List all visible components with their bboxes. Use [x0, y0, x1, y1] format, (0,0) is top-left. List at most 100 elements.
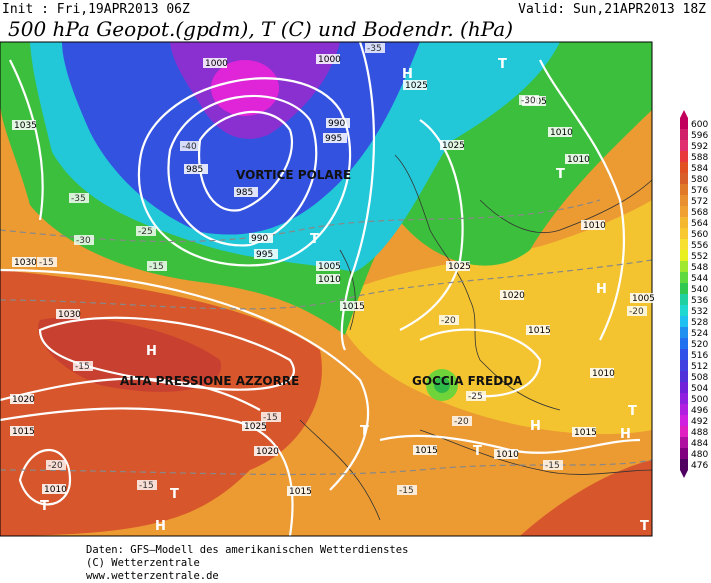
pressure-label: 985	[186, 165, 203, 175]
pressure-label-bg	[12, 120, 36, 130]
map-labels: 1000 1000 1035 995 990 985 985 990 995 1005 1010 10…	[10, 43, 655, 534]
temperature-label: -20	[48, 461, 63, 471]
cold-drop-core	[434, 377, 450, 393]
colorbar-label: 540	[691, 285, 708, 295]
colorbar-label: 528	[691, 318, 708, 328]
colorbar-label: 600	[691, 120, 708, 130]
field-dark-red	[38, 317, 222, 392]
map-frame	[0, 41, 653, 537]
pressure-label-bg	[413, 445, 437, 455]
isobar	[0, 377, 261, 411]
colorbar-label: 524	[691, 329, 708, 339]
pressure-label-bg	[630, 293, 654, 303]
valid-time: Valid: Sun,21APR2013 18Z	[518, 2, 706, 17]
pressure-label: 1010	[550, 128, 573, 138]
isobar	[167, 94, 318, 247]
pressure-label-bg	[10, 394, 34, 404]
colorbar-swatch	[680, 217, 688, 228]
colorbar-swatch	[680, 151, 688, 162]
pressure-label: 1010	[318, 275, 341, 285]
temperature-label-bg	[519, 95, 539, 105]
colorbar-label: 588	[691, 153, 708, 163]
pressure-center: H	[155, 519, 166, 534]
pressure-label: 1010	[496, 450, 519, 460]
pressure-label: 985	[236, 188, 253, 198]
isobar	[0, 407, 294, 536]
pressure-center: T	[40, 499, 49, 514]
temperature-label-bg	[180, 141, 200, 151]
colorbar-label: 560	[691, 230, 708, 240]
pressure-label-bg	[242, 421, 266, 431]
pressure-label: 1000	[205, 59, 228, 69]
temperature-label-bg	[439, 315, 459, 325]
colorbar-arrow	[680, 110, 688, 118]
pressure-center: T	[640, 519, 649, 534]
pressure-label: 1015	[415, 446, 438, 456]
pressure-label-bg	[572, 427, 596, 437]
colorbar-swatch	[680, 338, 688, 349]
annotation: ALTA PRESSIONE AZZORRE	[120, 374, 299, 388]
temperature-label: -25	[468, 392, 483, 402]
colorbar-swatch	[680, 382, 688, 393]
temperature-label: -25	[138, 227, 153, 237]
pressure-label-bg	[440, 140, 464, 150]
colorbar-label: 516	[691, 351, 708, 361]
pressure-label-bg	[565, 154, 589, 164]
pressure-label: 1015	[342, 302, 365, 312]
colorbar-swatch	[680, 129, 688, 140]
temperature-label-bg	[466, 391, 486, 401]
pressure-center: H	[596, 282, 607, 297]
colorbar-label: 536	[691, 296, 708, 306]
colorbar-label: 484	[691, 439, 708, 449]
temperature-label: -15	[149, 262, 164, 272]
colorbar-label: 512	[691, 362, 708, 372]
colorbar-label: 576	[691, 186, 708, 196]
colorbar-swatch	[680, 426, 688, 437]
pressure-label-bg	[316, 54, 340, 64]
temperature-label-bg	[46, 460, 66, 470]
field-blue	[62, 42, 420, 235]
pressure-center: T	[473, 444, 482, 459]
annotation: VORTICE POLARE	[236, 168, 351, 182]
temperature-label: -40	[182, 142, 197, 152]
colorbar-label: 476	[691, 461, 708, 471]
pressure-label: 1010	[567, 155, 590, 165]
colorbar-swatch	[680, 404, 688, 415]
pressure-label: 1015	[528, 326, 551, 336]
colorbar-label: 572	[691, 197, 708, 207]
pressure-label: 990	[251, 234, 268, 244]
pressure-label-bg	[323, 133, 347, 143]
pressure-label: 1010	[44, 485, 67, 495]
isobar	[0, 268, 370, 491]
coastline	[299, 154, 652, 521]
field-yellow	[330, 200, 652, 435]
colorbar-label: 580	[691, 175, 708, 185]
colorbar-label: 500	[691, 395, 708, 405]
temperature-label: -30	[521, 96, 536, 106]
pressure-label: 995	[325, 134, 342, 144]
pressure-label: 1015	[574, 428, 597, 438]
temperature-label-bg	[74, 235, 94, 245]
colorbar-label: 496	[691, 406, 708, 416]
init-time: Init : Fri,19APR2013 06Z	[2, 2, 190, 17]
colorbar-swatch	[680, 415, 688, 426]
pressure-label-bg	[254, 446, 278, 456]
pressure-label-bg	[254, 249, 278, 259]
pressure-label-bg	[326, 118, 350, 128]
pressure-label: 995	[256, 250, 273, 260]
colorbar-label: 492	[691, 417, 708, 427]
pressure-label: 1010	[592, 369, 615, 379]
temperature-label-bg	[543, 460, 563, 470]
isobar	[9, 59, 44, 221]
footer-line: www.wetterzentrale.de	[86, 570, 219, 582]
pressure-label: 1010	[583, 221, 606, 231]
isobar	[18, 448, 72, 506]
pressure-center: H	[530, 419, 541, 434]
isobar	[340, 42, 376, 351]
temperature-label-bg	[136, 226, 156, 236]
colorbar-label: 552	[691, 252, 708, 262]
colorbar-label: 584	[691, 164, 708, 174]
colorbar-label: 592	[691, 142, 708, 152]
